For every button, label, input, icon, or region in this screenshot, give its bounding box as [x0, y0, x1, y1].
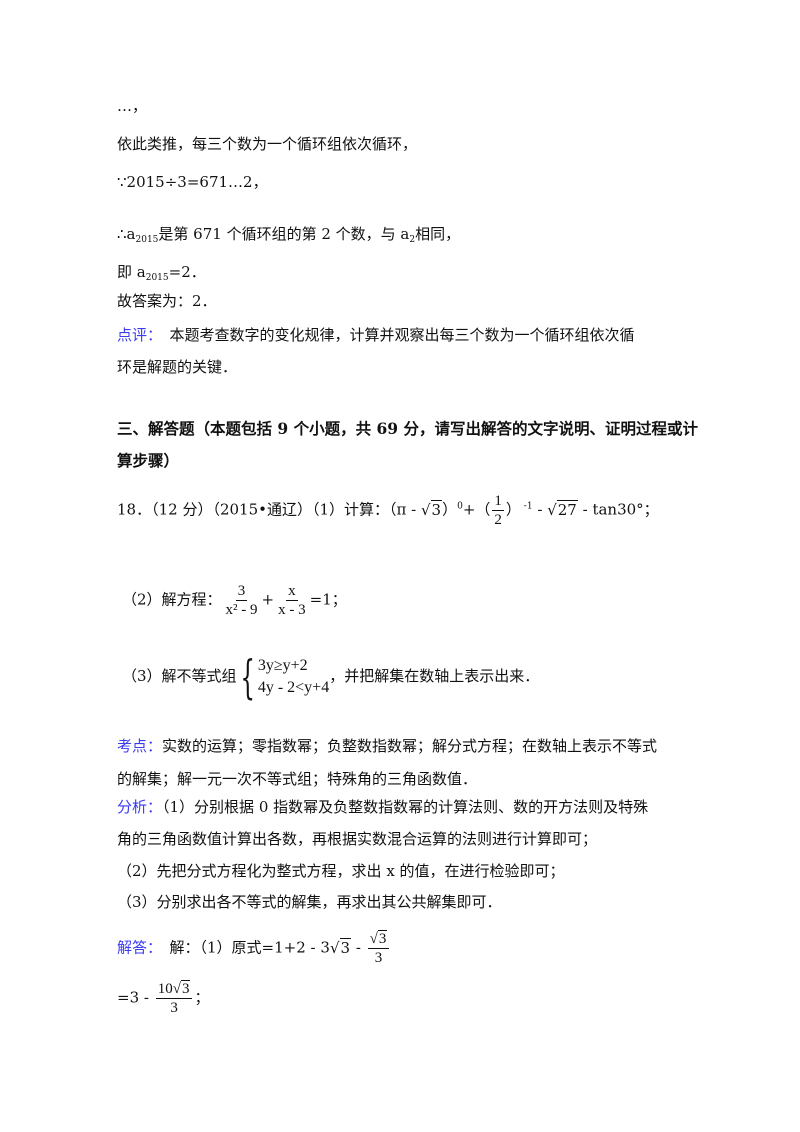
radicand: 3 [180, 980, 191, 997]
radicand: 3 [339, 937, 352, 957]
subscript: 2 [409, 235, 416, 245]
text: ） [505, 500, 521, 519]
ie-line: 即 a2015=2． [117, 262, 206, 288]
radicand: 3 [377, 930, 388, 947]
numerator: x [286, 583, 298, 601]
q18-part3: （3）解不等式组{3y≥y+2 4y - 2<y+4 ，并把解集在数轴上表示出来． [122, 654, 539, 700]
sqrt: √27 [547, 499, 578, 519]
fraction: 3 x² - 9 [224, 582, 260, 619]
numerator: 3 [235, 583, 248, 601]
fenxi-line-3: （2）先把分式方程化为整式方程，求出 x 的值，在进行检验即可； [117, 862, 565, 880]
exponent: 0 [457, 501, 463, 512]
text: 18．（12 分）（2015•通辽）（1）计算：（π - [117, 500, 421, 519]
numerator: 1 [492, 493, 504, 511]
text: （2）解方程： [122, 590, 222, 609]
text: 实数的运算；零指数幂；负整数指数幂；解分式方程；在数轴上表示不等式 [162, 737, 658, 755]
inequality: 3y≥y+2 [257, 657, 308, 674]
sqrt: √3 [420, 499, 443, 519]
q18-part1: 18．（12 分）（2015•通辽）（1）计算：（π - √3）0+（ 1 2） -… [117, 492, 659, 529]
text: （3）解不等式组 [122, 667, 237, 685]
text: 解：（1）原式=1+2 - 3 [154, 938, 330, 957]
inequality-system: {3y≥y+2 4y - 2<y+4 [237, 650, 330, 704]
denominator: 2 [494, 512, 502, 528]
text: + [261, 590, 275, 609]
text: =3 - [117, 988, 154, 1007]
numerator: 10√3 [155, 980, 193, 999]
text: - [532, 500, 548, 519]
section-heading-line-1: 三、解答题（本题包括 9 个小题，共 69 分，请写出解答的文字说明、证明过程或… [117, 419, 698, 438]
analogy-line: 依此类推，每三个数为一个循环组依次循环， [117, 135, 418, 153]
fraction: 10√3 3 [155, 980, 193, 1017]
fenxi-label: 分析： [117, 798, 163, 816]
review-line-1: 点评： 本题考查数字的变化规律，计算并观察出每三个数为一个循环组依次循 [117, 325, 635, 345]
review-line-2: 环是解题的关键． [117, 358, 238, 376]
denominator: x² - 9 [225, 602, 258, 618]
kaodian-label: 考点： [117, 737, 163, 755]
text: ） [442, 500, 458, 519]
q18-part2: （2）解方程： 3 x² - 9 + x x - 3 =1； [122, 582, 347, 619]
because-line: ∵2015÷3=671…2， [117, 173, 268, 191]
fraction: √3 3 [367, 930, 390, 967]
text: - tan30°； [577, 500, 659, 519]
text: 是第 671 个循环组的第 2 个数，与 a [158, 225, 410, 243]
inequality: 4y - 2<y+4 [257, 679, 330, 696]
fenxi-line-2: 角的三角函数值计算出各数，再根据实数混合运算的法则进行计算即可； [117, 830, 598, 848]
section-heading-line-2: 算步骤） [117, 451, 180, 470]
coefficient: 10 [157, 981, 173, 997]
review-label: 点评： [117, 326, 155, 344]
subscript: 2015 [135, 235, 159, 245]
numerator: √3 [367, 930, 390, 949]
kaodian-line-1: 考点：实数的运算；零指数幂；负整数指数幂；解分式方程；在数轴上表示不等式 [117, 736, 657, 756]
fenxi-line-4: （3）分别求出各不等式的解集，再求出其公共解集即可． [117, 893, 502, 911]
text: =1； [309, 590, 347, 609]
jieda-label: 解答： [117, 938, 155, 957]
denominator: x - 3 [278, 602, 306, 618]
text: ，并把解集在数轴上表示出来． [329, 667, 540, 685]
text: - [351, 938, 366, 957]
kaodian-line-2: 的解集；解一元一次不等式组；特殊角的三角函数值． [117, 770, 478, 788]
radicand: 3 [430, 499, 443, 519]
text: 相同， [415, 225, 461, 243]
subscript: 2015 [145, 273, 169, 283]
therefore-line: ∴a2015是第 671 个循环组的第 2 个数，与 a2相同， [117, 224, 460, 250]
exponent: -1 [520, 501, 533, 512]
text: ； [194, 988, 210, 1007]
denominator: 3 [374, 950, 383, 966]
text: ∴a [117, 225, 136, 243]
text: 即 a [117, 263, 146, 281]
brace: { [239, 650, 255, 704]
ellipsis-line: …， [117, 97, 148, 115]
jieda-line-1: 解答： 解：（1）原式=1+2 - 3√3 - √3 3 [117, 930, 391, 967]
jieda-line-2: =3 - 10√3 3； [117, 980, 209, 1017]
denominator: 3 [170, 1000, 178, 1016]
answer-line: 故答案为：2． [117, 292, 217, 310]
review-text: 本题考查数字的变化规律，计算并观察出每三个数为一个循环组依次循 [154, 326, 635, 344]
sqrt: √3 [329, 937, 352, 957]
radicand: 27 [556, 499, 578, 519]
text: （1）分别根据 0 指数幂及负整数指数幂的计算法则、数的开方法则及特殊 [162, 798, 649, 816]
fenxi-line-1: 分析：（1）分别根据 0 指数幂及负整数指数幂的计算法则、数的开方法则及特殊 [117, 797, 648, 817]
text: =2． [168, 263, 206, 281]
text: +（ [462, 500, 491, 519]
